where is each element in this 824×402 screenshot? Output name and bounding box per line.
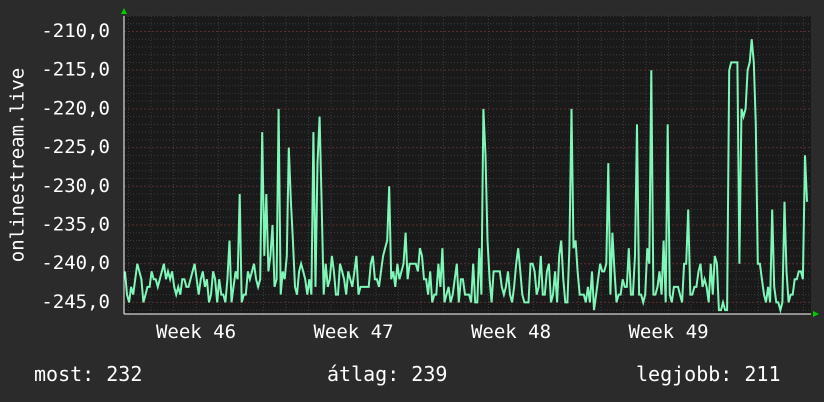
y-axis-arrow xyxy=(121,8,127,14)
x-axis-arrow xyxy=(813,311,819,317)
y-tick-label: -235,0 xyxy=(41,213,110,235)
series-line xyxy=(124,39,808,314)
y-axis-ticks: -210,0 -215,0 -220,0 -225,0 -230,0 -235,0 -240… xyxy=(41,20,110,313)
y-tick-label: -230,0 xyxy=(41,175,110,197)
chart: -210,0 -215,0 -220,0 -225,0 -230,0 -235,0 -240… xyxy=(7,8,819,343)
y-tick-label: -210,0 xyxy=(41,20,110,42)
y-axis-label: onlinestream.live xyxy=(7,68,29,262)
y-tick-label: -245,0 xyxy=(41,291,110,313)
x-tick-label: Week 49 xyxy=(628,321,708,343)
x-tick-label: Week 46 xyxy=(156,321,236,343)
y-tick-label: -225,0 xyxy=(41,136,110,158)
current-stat: most: 232 xyxy=(34,362,143,386)
stats-bar: most: 232 átlag: 239 legjobb: 211 xyxy=(0,362,824,392)
best-stat: legjobb: 211 xyxy=(636,362,781,386)
y-tick-label: -215,0 xyxy=(41,59,110,81)
x-tick-label: Week 47 xyxy=(313,321,393,343)
y-tick-label: -240,0 xyxy=(41,252,110,274)
x-axis-ticks: Week 46 Week 47 Week 48 Week 49 xyxy=(156,321,709,343)
average-stat: átlag: 239 xyxy=(327,362,448,386)
x-tick-label: Week 48 xyxy=(471,321,551,343)
major-grid xyxy=(124,30,811,303)
y-tick-label: -220,0 xyxy=(41,97,110,119)
